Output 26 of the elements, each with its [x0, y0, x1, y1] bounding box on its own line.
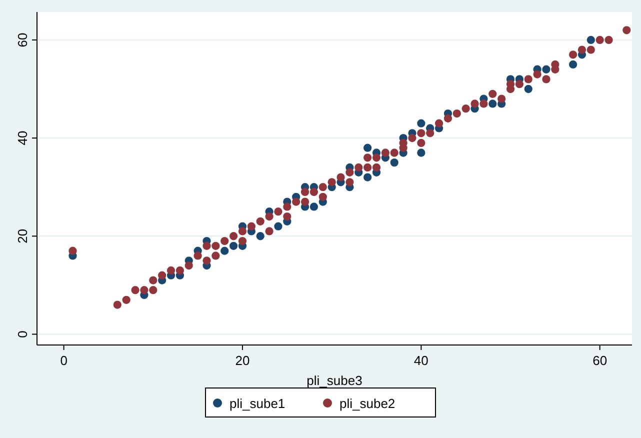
legend-label: pli_sube1: [230, 396, 286, 411]
point: [524, 84, 532, 94]
point: [274, 222, 282, 230]
x-axis-title: pli_sube3: [306, 373, 362, 388]
point: [586, 36, 595, 44]
point: [568, 60, 578, 69]
y-tick-label: 60: [15, 32, 30, 48]
y-tick-label: 0: [15, 330, 30, 338]
point: [220, 246, 229, 255]
x-tick-label: 60: [592, 353, 608, 368]
point: [417, 148, 426, 157]
point: [363, 173, 372, 182]
point: [363, 144, 372, 152]
point: [390, 158, 398, 167]
y-tick-label: 40: [15, 130, 30, 146]
point: [229, 242, 238, 250]
x-tick-label: 0: [60, 353, 68, 368]
legend-label: pli_sube2: [340, 396, 396, 411]
point: [256, 232, 264, 240]
x-tick-label: 20: [235, 353, 250, 368]
x-tick-label: 40: [414, 353, 428, 368]
y-tick-label: 20: [15, 228, 30, 244]
point: [417, 119, 426, 128]
point: [488, 100, 497, 108]
point: [542, 65, 550, 74]
point: [310, 202, 318, 211]
